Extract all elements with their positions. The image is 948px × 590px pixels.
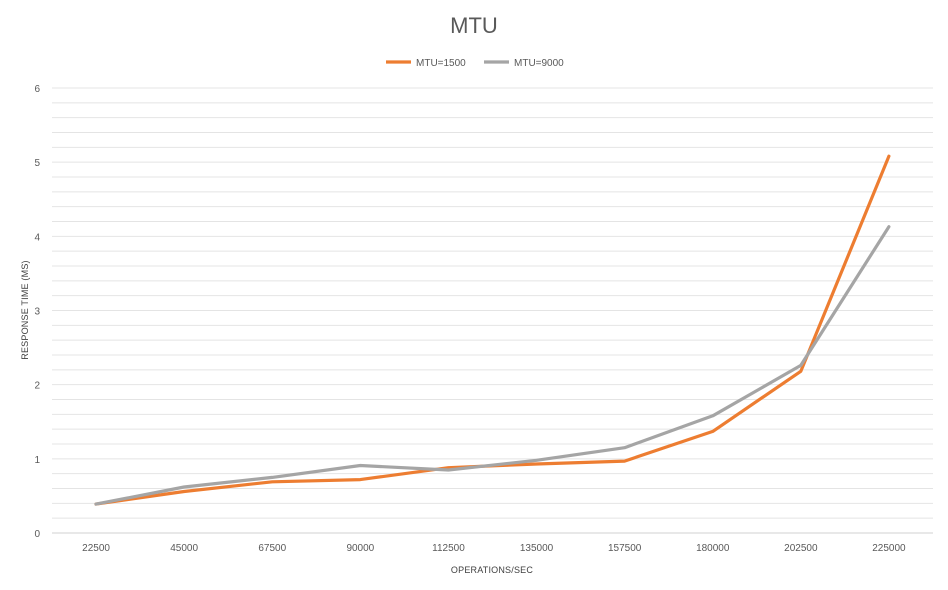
legend-label-mtu-9000: MTU=9000 xyxy=(514,58,564,69)
legend-label-mtu-1500: MTU=1500 xyxy=(416,58,466,69)
x-tick-label: 22500 xyxy=(82,543,110,554)
y-axis-ticks: 0 1 2 3 4 5 6 xyxy=(34,84,40,540)
y-tick-label: 1 xyxy=(34,455,40,466)
x-tick-label: 67500 xyxy=(258,543,286,554)
x-tick-label: 112500 xyxy=(432,543,465,554)
x-tick-label: 135000 xyxy=(520,543,554,554)
legend: MTU=1500 MTU=9000 xyxy=(386,58,564,69)
y-tick-label: 0 xyxy=(34,529,40,540)
x-tick-label: 180000 xyxy=(696,543,730,554)
gridlines xyxy=(52,87,933,534)
y-axis-label: RESPONSE TIME (MS) xyxy=(20,260,30,359)
x-tick-label: 202500 xyxy=(784,543,818,554)
x-tick-label: 45000 xyxy=(170,543,198,554)
series-line-mtu-9000 xyxy=(94,225,891,506)
x-axis-label: OPERATIONS/SEC xyxy=(451,565,533,575)
x-tick-label: 90000 xyxy=(346,543,374,554)
y-tick-label: 3 xyxy=(34,307,40,318)
y-tick-label: 4 xyxy=(34,232,40,243)
x-tick-label: 157500 xyxy=(608,543,642,554)
series-lines xyxy=(94,154,891,506)
chart-title: MTU xyxy=(450,13,498,38)
y-tick-label: 2 xyxy=(34,381,40,392)
series-line-mtu-1500 xyxy=(94,154,891,506)
y-tick-label: 6 xyxy=(34,84,40,95)
y-tick-label: 5 xyxy=(34,158,40,169)
x-axis-ticks: 22500 45000 67500 90000 112500 135000 157500 18… xyxy=(82,543,906,554)
x-tick-label: 225000 xyxy=(872,543,906,554)
